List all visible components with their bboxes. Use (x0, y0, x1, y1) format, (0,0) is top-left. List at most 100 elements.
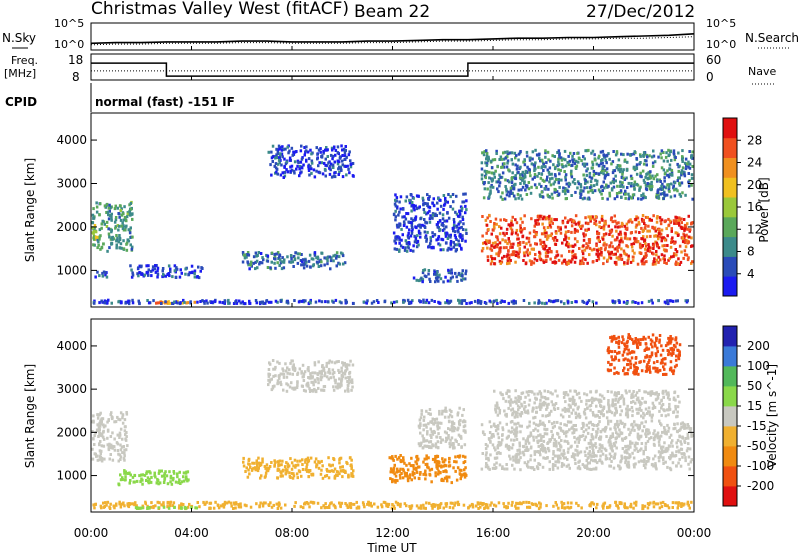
heat-cell (542, 246, 545, 250)
heat-cell (593, 423, 596, 427)
heat-cell (257, 251, 261, 254)
heat-cell (124, 228, 127, 232)
heat-cell (103, 204, 107, 208)
heat-cell (119, 204, 122, 208)
heat-cell (344, 298, 347, 302)
heat-cell (536, 222, 539, 225)
power-colorbar-swatch (723, 197, 737, 218)
heat-cell (597, 172, 601, 176)
heat-cell (124, 433, 127, 437)
heat-cell (677, 221, 680, 225)
heat-cell (120, 213, 124, 217)
heat-cell (110, 216, 113, 219)
heat-cell (604, 448, 608, 452)
heat-cell (590, 151, 593, 155)
heat-cell (174, 480, 178, 484)
heat-cell (173, 269, 177, 273)
heat-cell (588, 175, 592, 179)
heat-cell (633, 443, 637, 447)
heat-cell (594, 215, 598, 219)
heat-cell (106, 420, 109, 424)
heat-cell (578, 467, 582, 471)
heat-cell (543, 229, 547, 232)
heat-cell (394, 198, 397, 202)
heat-cell (515, 434, 518, 438)
heat-cell (408, 201, 412, 205)
heat-cell (605, 183, 608, 187)
heat-cell (579, 259, 582, 263)
heat-cell (452, 245, 456, 249)
heat-cell (273, 261, 276, 265)
heat-cell (636, 432, 640, 436)
heat-cell (450, 415, 454, 419)
heat-cell (292, 363, 295, 367)
heat-cell (164, 274, 168, 278)
heat-cell (131, 235, 134, 239)
heat-cell (343, 470, 346, 473)
heat-cell (407, 220, 410, 224)
heat-cell (274, 162, 278, 166)
heat-cell (423, 274, 427, 278)
heat-cell (91, 221, 95, 225)
heat-cell (308, 469, 312, 472)
heat-cell (123, 429, 127, 433)
heat-cell (95, 201, 98, 205)
heat-cell (626, 245, 630, 249)
heat-cell (624, 227, 628, 231)
heat-cell (627, 465, 631, 469)
heat-cell (463, 475, 467, 479)
heat-cell (505, 463, 508, 466)
heat-cell (622, 176, 625, 180)
heat-cell (667, 258, 670, 262)
heat-cell (254, 299, 258, 302)
heat-cell (422, 423, 426, 427)
heat-cell (684, 239, 687, 242)
heat-cell (509, 259, 512, 262)
heat-cell (312, 263, 315, 267)
heat-cell (580, 427, 583, 430)
heat-cell (429, 236, 432, 240)
heat-cell (666, 465, 669, 469)
heat-cell (435, 435, 438, 439)
heat-cell (537, 299, 541, 303)
heat-cell (412, 244, 415, 248)
heat-cell (403, 471, 407, 475)
heat-cell (399, 476, 402, 480)
heat-cell (92, 243, 95, 247)
heat-cell (442, 224, 445, 227)
heat-cell (684, 456, 687, 460)
heat-cell (407, 246, 410, 250)
heat-cell (186, 301, 189, 305)
heat-cell (484, 218, 488, 222)
heat-cell (290, 164, 294, 168)
heat-cell (573, 458, 577, 462)
heat-cell (117, 224, 121, 228)
date-label: 27/Dec/2012 (586, 2, 695, 22)
heat-cell (597, 156, 600, 160)
heat-cell (568, 428, 571, 432)
heat-cell (514, 218, 517, 222)
heat-cell (687, 256, 690, 260)
heat-cell (594, 467, 598, 471)
station-title: Christmas Valley West (fitACF) (91, 0, 349, 19)
heat-cell (531, 150, 535, 154)
heat-cell (460, 206, 464, 210)
heat-cell (584, 416, 588, 420)
heat-cell (589, 390, 593, 394)
heat-cell (282, 260, 286, 264)
heat-cell (669, 245, 673, 249)
heat-cell (525, 447, 528, 451)
heat-cell (503, 467, 506, 471)
heat-cell (333, 371, 336, 374)
heat-cell (484, 176, 487, 180)
heat-cell (639, 251, 643, 255)
heat-cell (541, 245, 545, 248)
heat-cell (496, 426, 499, 430)
heat-cell (428, 244, 431, 248)
heat-cell (544, 155, 547, 159)
heat-cell (91, 457, 95, 461)
heat-cell (679, 194, 683, 198)
heat-cell (642, 219, 645, 222)
heat-cell (447, 419, 451, 423)
heat-cell (431, 457, 435, 461)
